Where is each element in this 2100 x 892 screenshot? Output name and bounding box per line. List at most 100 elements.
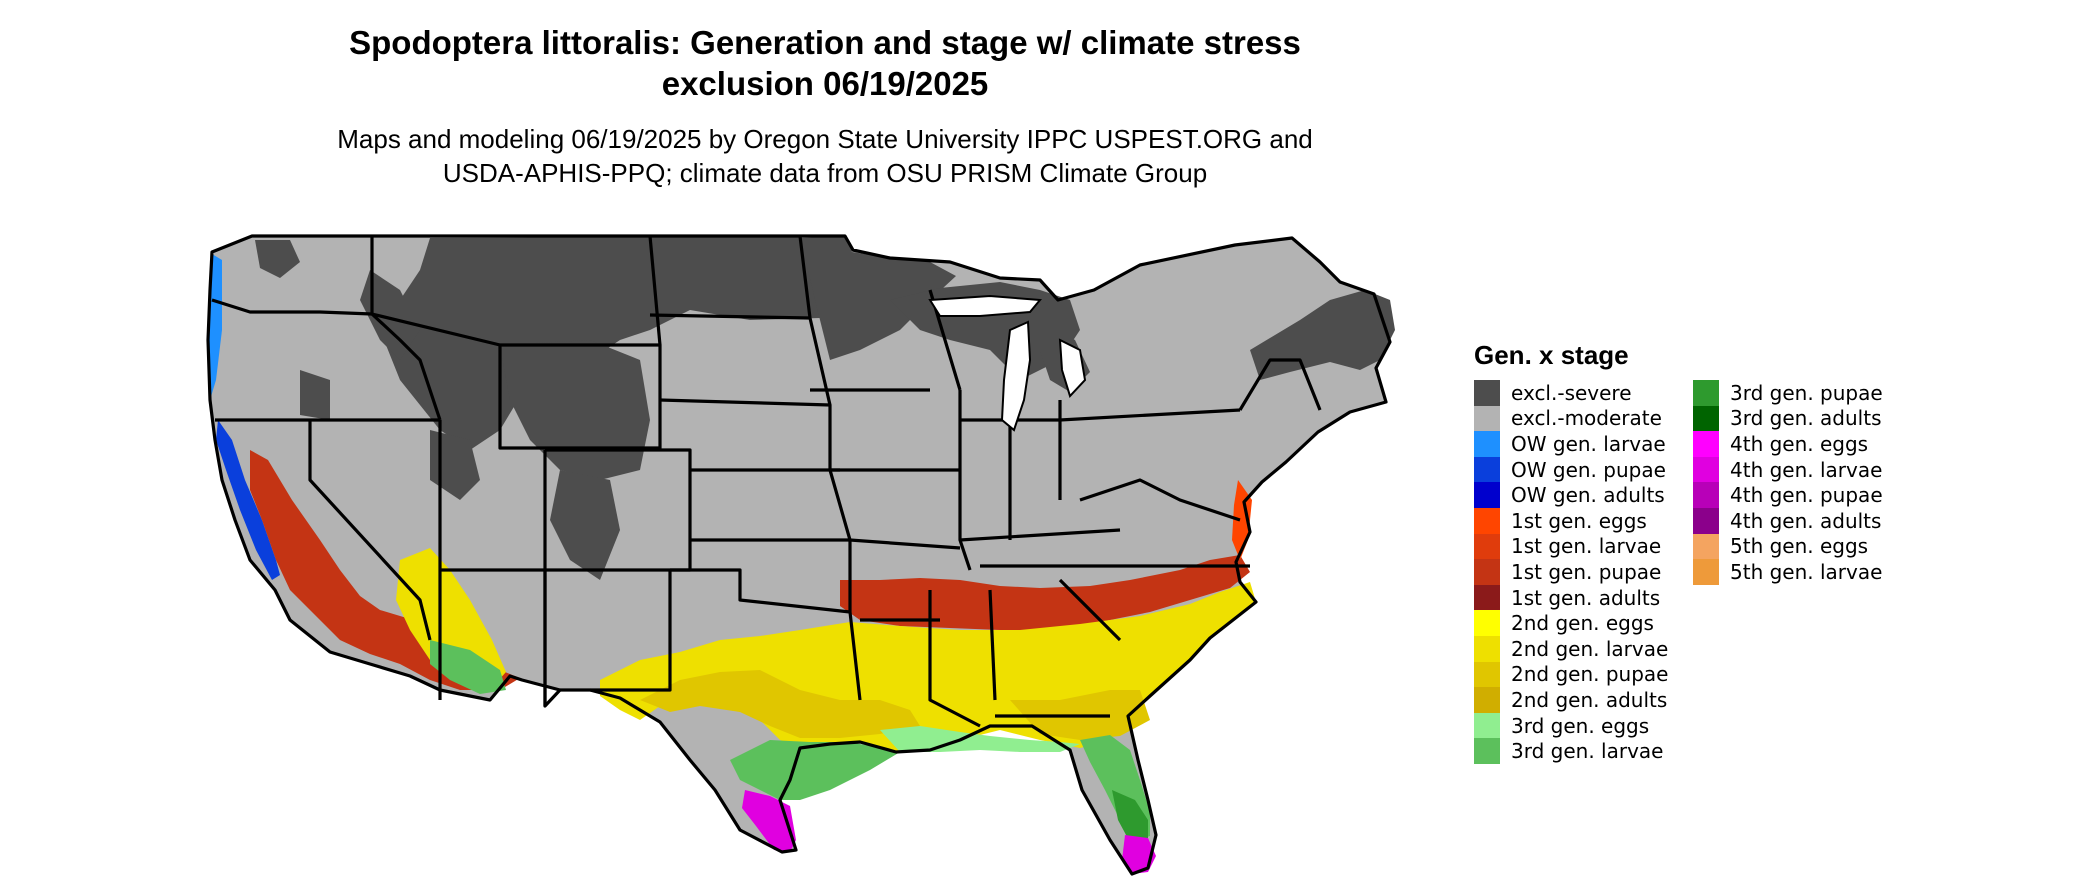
legend-swatch: [1474, 533, 1500, 560]
border-wa-or: [211, 298, 373, 316]
gen3-eggs-gulf: [880, 726, 1080, 752]
legend-swatch: [1474, 738, 1500, 764]
border-co-nm: [545, 448, 692, 572]
legend-item: 1st gen. eggs: [1474, 507, 1668, 534]
severe-patch-colorado-wyoming: [500, 340, 650, 480]
legend-item: excl.-severe: [1474, 380, 1668, 406]
legend-label: 1st gen. pupae: [1511, 559, 1662, 584]
legend-swatch: [1474, 405, 1500, 432]
border-dakotas: [648, 235, 662, 346]
legend-label: OW gen. larvae: [1511, 431, 1666, 456]
legend-label: 2nd gen. eggs: [1511, 611, 1654, 636]
lake-michigan: [1000, 320, 1032, 432]
legend-item: 2nd gen. larvae: [1474, 635, 1669, 662]
legend-item: OW gen. larvae: [1474, 431, 1668, 457]
border-mt-wy: [371, 312, 501, 347]
legend-swatch: [1693, 559, 1719, 585]
legend-item: 2nd gen. eggs: [1474, 610, 1668, 636]
legend-swatch: [1693, 456, 1719, 483]
border-ky-tn: [959, 528, 1121, 542]
legend-item: 2nd gen. pupae: [1474, 661, 1669, 688]
legend-item: 5th gen. eggs: [1693, 533, 1883, 560]
legend-item: 1st gen. larvae: [1474, 533, 1668, 560]
legend-swatch: [1693, 431, 1719, 457]
gen2-pupae-texas: [640, 670, 920, 738]
border-ms-al: [928, 590, 981, 728]
legend-label: 2nd gen. pupae: [1511, 662, 1669, 687]
ow-pupae-coast-ca: [216, 420, 280, 580]
legend-item: OW gen. adults: [1474, 482, 1668, 508]
map-subtitle-line-1: Maps and modeling 06/19/2025 by Oregon S…: [337, 124, 1313, 154]
legend-label: 3rd gen. adults: [1730, 406, 1882, 431]
gen1-pupae-gulf-band: [840, 555, 1250, 630]
legend-label: 4th gen. pupae: [1730, 483, 1883, 508]
map-title-line-2: exclusion 06/19/2025: [661, 65, 989, 102]
legend-swatch: [1474, 431, 1500, 457]
legend-label: 4th gen. eggs: [1730, 431, 1869, 456]
legend-label: 1st gen. adults: [1511, 585, 1661, 610]
legend-item: 4th gen. pupae: [1693, 482, 1883, 508]
legend-swatch: [1693, 507, 1719, 534]
legend-swatch: [1474, 584, 1500, 611]
legend-column-2: 3rd gen. pupae 3rd gen. adults 4th gen. eg…: [1693, 380, 1883, 585]
legend-label: 1st gen. larvae: [1511, 534, 1662, 559]
border-ok-tx: [670, 568, 851, 614]
legend-swatch: [1474, 482, 1500, 508]
gen1-pupae-central-valley: [250, 450, 520, 690]
legend-label: 3rd gen. pupae: [1730, 380, 1883, 405]
legend-swatch: [1474, 712, 1500, 739]
legend-item: 4th gen. larvae: [1693, 456, 1883, 483]
border-pa-ny: [1059, 408, 1241, 422]
legend-swatch: [1474, 635, 1500, 662]
legend-label: 1st gen. eggs: [1511, 508, 1647, 533]
legend-item: 4th gen. eggs: [1693, 431, 1883, 457]
severe-patch-washington: [255, 240, 300, 278]
border-ca-nv: [308, 420, 432, 641]
legend-label: OW gen. adults: [1511, 483, 1665, 508]
legend-swatch: [1474, 380, 1500, 406]
gen2-larvae-arizona: [396, 548, 506, 690]
legend-swatch: [1474, 559, 1500, 585]
map-subtitle: Maps and modeling 06/19/2025 by Oregon S…: [160, 122, 1490, 190]
legend-label: 3rd gen. eggs: [1511, 713, 1650, 738]
severe-patch-nm: [550, 470, 620, 580]
legend-label: 3rd gen. larvae: [1511, 739, 1664, 764]
border-wy: [498, 343, 662, 450]
legend-item: 3rd gen. pupae: [1693, 380, 1883, 406]
legend-label: 2nd gen. adults: [1511, 687, 1668, 712]
gen3-larvae-south-texas: [730, 740, 900, 800]
legend-swatch: [1693, 405, 1719, 432]
legend-item: OW gen. pupae: [1474, 456, 1668, 483]
legend-item: 3rd gen. adults: [1693, 405, 1883, 432]
legend-label: OW gen. pupae: [1511, 457, 1666, 482]
border-va-wv: [1079, 478, 1241, 522]
border-al-ga: [988, 589, 997, 701]
legend-swatch: [1693, 482, 1719, 508]
lake-superior: [928, 294, 1043, 317]
border-nm-tx: [543, 570, 562, 708]
legend-label: 5th gen. larvae: [1730, 559, 1883, 584]
legend-swatch: [1474, 610, 1500, 636]
gen3-pupae-florida: [1112, 790, 1148, 846]
severe-patch-idaho: [360, 270, 420, 360]
border-id-mt: [370, 236, 442, 421]
legend-label: 5th gen. eggs: [1730, 534, 1869, 559]
legend-item: 1st gen. adults: [1474, 584, 1668, 611]
border-sd-ne: [659, 398, 831, 407]
border-ne-states: [1238, 358, 1322, 411]
legend-title: Gen. x stage: [1474, 340, 1629, 370]
border-mo-ar: [849, 538, 961, 550]
legend-item: excl.-moderate: [1474, 405, 1668, 432]
legend-item: 2nd gen. adults: [1474, 687, 1668, 713]
legend-label: 4th gen. adults: [1730, 508, 1882, 533]
legend-label: excl.-moderate: [1511, 406, 1662, 431]
legend-item: 3rd gen. larvae: [1474, 738, 1668, 764]
severe-patch-oregon: [300, 370, 330, 420]
us-border: [206, 234, 1392, 876]
map-title: Spodoptera littoralis: Generation and st…: [160, 22, 1490, 104]
map-title-line-1: Spodoptera littoralis: Generation and st…: [349, 24, 1301, 61]
legend-item: 5th gen. larvae: [1693, 559, 1883, 585]
legend-label: 2nd gen. larvae: [1511, 636, 1669, 661]
legend-label: excl.-severe: [1511, 380, 1632, 405]
legend-swatch: [1474, 687, 1500, 713]
